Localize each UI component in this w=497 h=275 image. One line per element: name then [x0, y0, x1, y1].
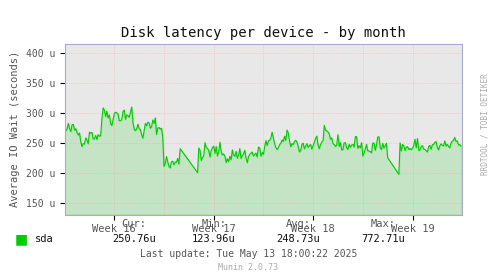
Text: Cur:: Cur:	[122, 219, 147, 229]
Text: 772.71u: 772.71u	[361, 234, 405, 244]
Text: Max:: Max:	[370, 219, 395, 229]
Title: Disk latency per device - by month: Disk latency per device - by month	[121, 26, 406, 40]
Text: 123.96u: 123.96u	[192, 234, 236, 244]
Text: Last update: Tue May 13 18:00:22 2025: Last update: Tue May 13 18:00:22 2025	[140, 249, 357, 259]
Text: 248.73u: 248.73u	[276, 234, 320, 244]
Text: Min:: Min:	[201, 219, 226, 229]
Text: sda: sda	[35, 234, 54, 244]
Text: 250.76u: 250.76u	[112, 234, 156, 244]
Y-axis label: Average IO Wait (seconds): Average IO Wait (seconds)	[10, 51, 20, 207]
Text: ■: ■	[15, 232, 28, 246]
Text: Munin 2.0.73: Munin 2.0.73	[219, 263, 278, 272]
Text: Avg:: Avg:	[286, 219, 311, 229]
Text: RRDTOOL / TOBI OETIKER: RRDTOOL / TOBI OETIKER	[481, 73, 490, 175]
